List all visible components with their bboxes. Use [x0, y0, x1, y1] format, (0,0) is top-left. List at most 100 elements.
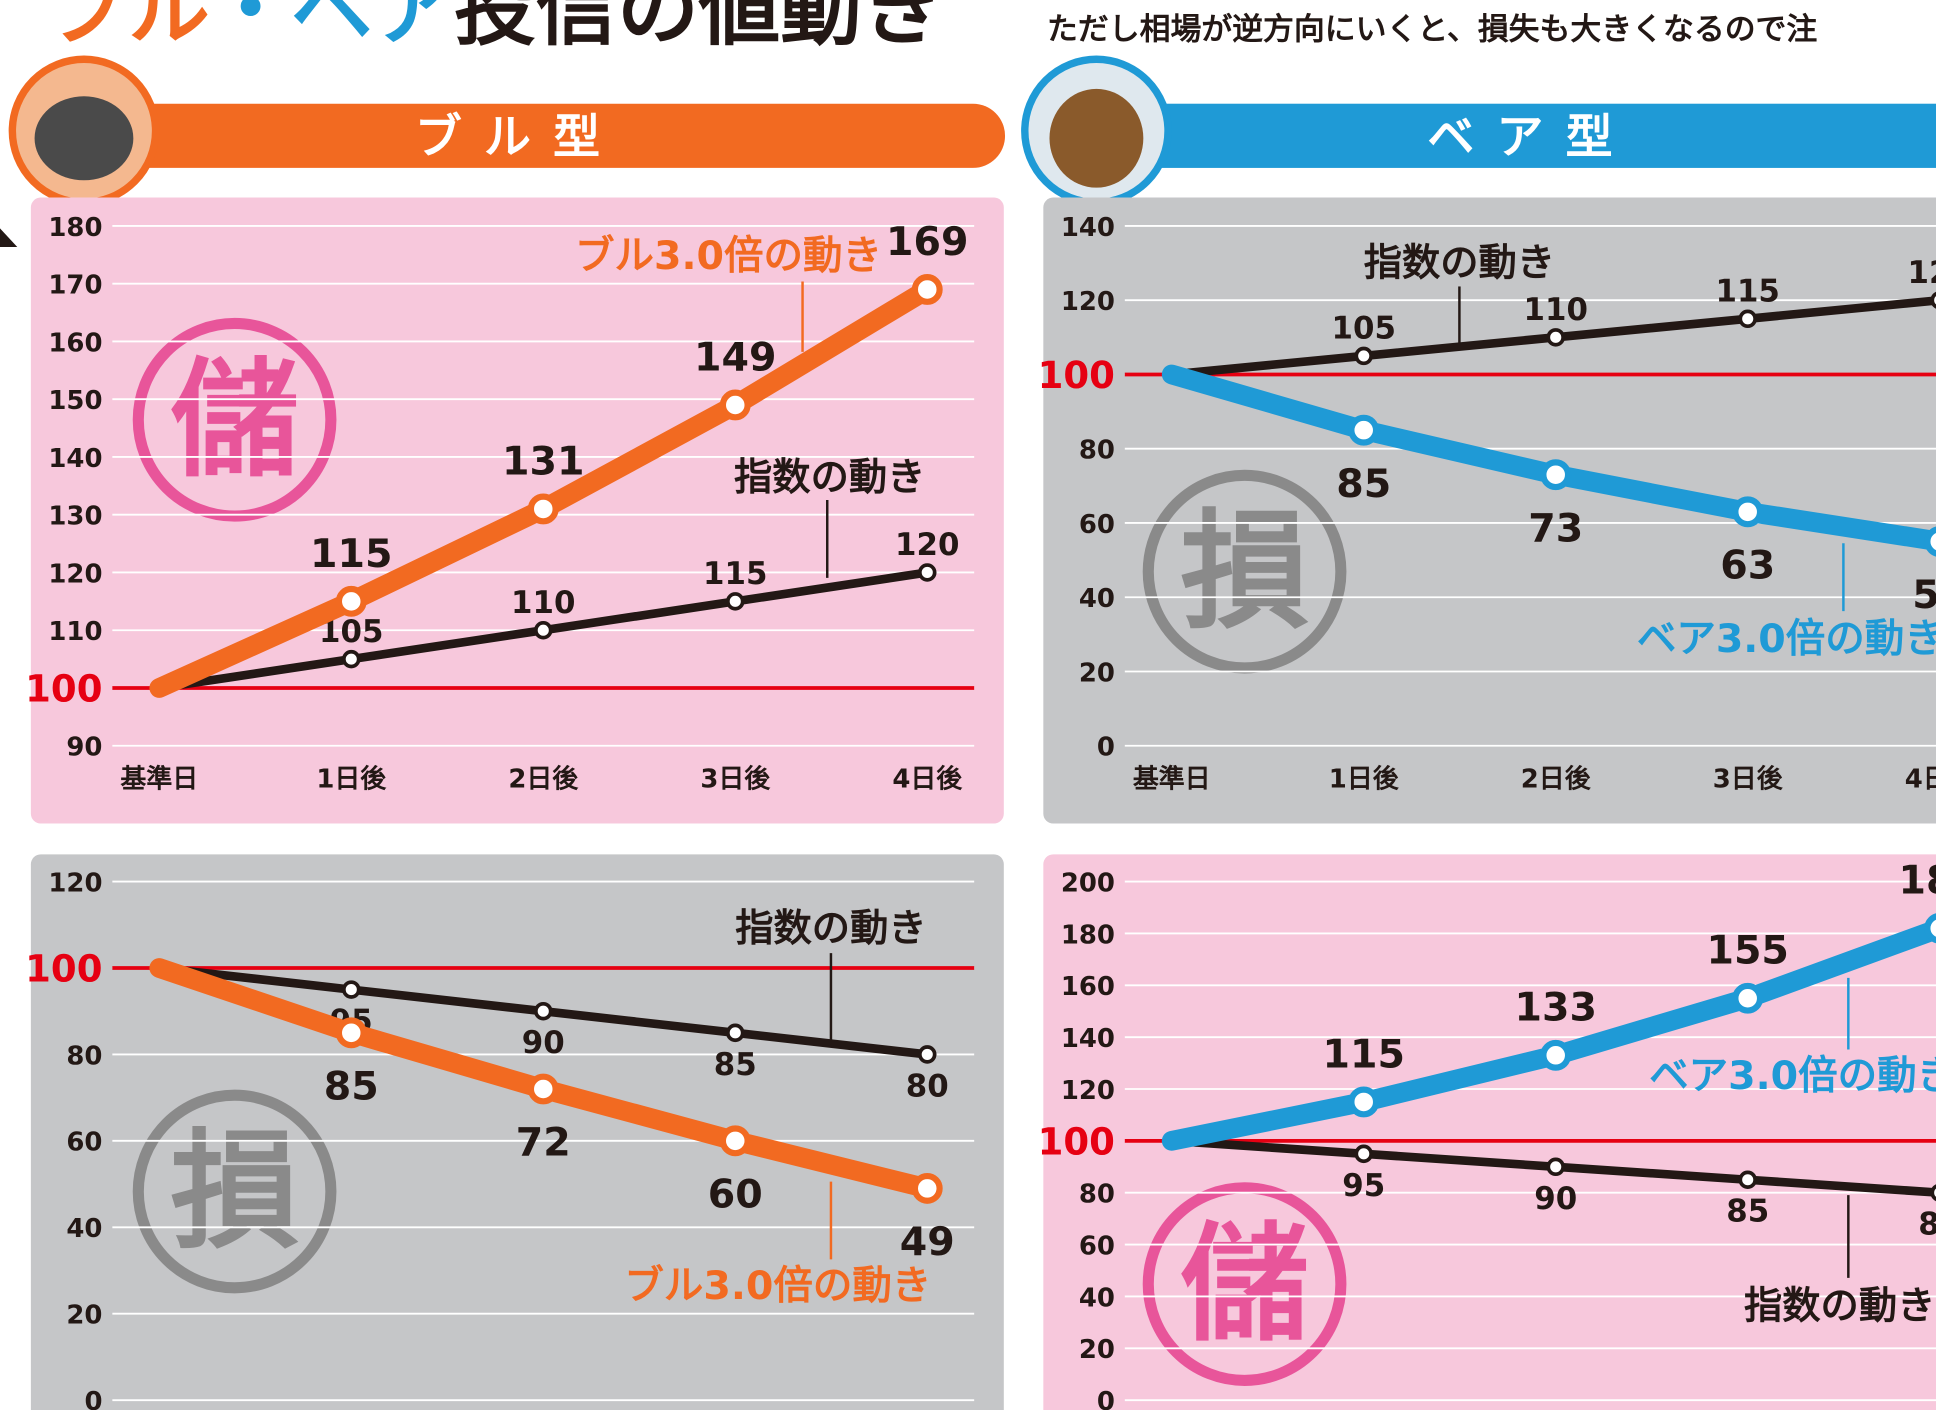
data-label: 115 [310, 531, 392, 577]
y-tick-label: 200 [1061, 868, 1115, 898]
marker [1348, 414, 1380, 446]
marker [1540, 1039, 1572, 1071]
marker [1738, 309, 1757, 329]
badge: 儲 [1180, 1211, 1308, 1360]
marker [1348, 1086, 1380, 1118]
y-tick-label: 180 [1061, 920, 1115, 950]
title-part: ・ [210, 0, 291, 57]
x-tick-label: 1日後 [1329, 765, 1400, 795]
y-tick-label: 140 [48, 444, 102, 474]
data-label: 80 [1918, 1207, 1936, 1243]
marker [911, 1172, 943, 1204]
bear-banner [1123, 103, 1936, 168]
marker [1546, 1157, 1565, 1177]
marker [1354, 1144, 1373, 1164]
data-label: 149 [694, 334, 776, 380]
y-tick-label: 140 [1061, 1024, 1115, 1054]
data-label: 85 [714, 1047, 757, 1083]
marker [1930, 1184, 1936, 1202]
marker [1354, 346, 1373, 366]
y-tick-label: 80 [1079, 1180, 1115, 1210]
y-tick-label: 0 [1097, 733, 1115, 763]
badge-ring [132, 1089, 337, 1294]
marker [726, 1023, 745, 1043]
y-tick-label: 100 [25, 948, 102, 991]
data-label: 95 [1342, 1168, 1385, 1204]
title-part: 投信の値動き [454, 0, 943, 57]
y-tick-label: 60 [1079, 1231, 1115, 1261]
y-tick-label: 180 [48, 213, 102, 243]
data-label: 60 [708, 1172, 763, 1218]
x-tick-label: 3日後 [1713, 765, 1784, 795]
x-tick-label: 1日後 [316, 765, 387, 795]
x-tick-label: 2日後 [508, 765, 579, 795]
data-label: 49 [900, 1219, 955, 1265]
data-label: 72 [516, 1120, 571, 1166]
data-label: 182 [1898, 858, 1936, 904]
data-label: 115 [1715, 273, 1779, 309]
marker [335, 1017, 367, 1049]
title: ブル・ベア投信の値動き [47, 0, 943, 57]
y-tick-label: 60 [1079, 510, 1115, 540]
bull-banner [111, 103, 1006, 168]
y-tick-label: 80 [66, 1041, 102, 1071]
y-tick-label: 20 [1079, 658, 1115, 688]
y-tick-label: 120 [48, 559, 102, 589]
title-part: ベア [291, 0, 454, 57]
marker [917, 563, 937, 582]
badge: 儲 [170, 346, 298, 495]
data-label: 133 [1514, 985, 1596, 1031]
data-label: 63 [1720, 543, 1775, 589]
marker [1732, 982, 1764, 1014]
marker [1738, 1170, 1757, 1190]
marker [911, 274, 943, 305]
data-label: 55 [1912, 572, 1936, 618]
marker [1546, 328, 1565, 347]
data-label: 120 [895, 527, 959, 563]
data-label: 105 [1332, 311, 1396, 347]
data-label: 73 [1528, 505, 1583, 551]
y-tick-label: 40 [1079, 584, 1115, 614]
y-tick-label: 120 [1061, 287, 1115, 317]
data-label: 120 [1907, 255, 1936, 291]
y-tick-label: 140 [1061, 213, 1115, 243]
y-tick-label: 20 [66, 1301, 102, 1331]
data-label: 85 [324, 1063, 379, 1109]
y-tick-label: 100 [25, 668, 102, 711]
y-tick-label: 90 [66, 733, 102, 763]
data-label: 110 [511, 585, 575, 621]
x-tick-label: 3日後 [700, 765, 771, 795]
y-tick-label: 0 [84, 1387, 102, 1410]
marker [1924, 526, 1936, 557]
panel [1043, 854, 1936, 1410]
marker [1930, 291, 1936, 309]
y-tick-label: 160 [48, 328, 102, 358]
y-tick-label: 0 [1097, 1387, 1115, 1410]
data-label: 90 [522, 1025, 565, 1061]
series-label: 指数の動き [735, 906, 926, 951]
x-tick-label: 4日後 [1905, 765, 1936, 795]
arrow-tip [0, 228, 18, 247]
data-label: 90 [1534, 1181, 1577, 1217]
series-label: 指数の動き [1364, 240, 1555, 285]
y-tick-label: 160 [1061, 972, 1115, 1002]
series-label: ベア3.0倍の動き [1649, 1053, 1936, 1099]
badge-ring [1142, 1182, 1347, 1386]
marker [1540, 459, 1572, 491]
data-label: 115 [1322, 1031, 1404, 1077]
badge-ring [1142, 469, 1347, 674]
bull-icon-head [34, 96, 134, 181]
data-label: 155 [1706, 928, 1788, 974]
y-tick-label: 60 [66, 1128, 102, 1158]
y-tick-label: 100 [1038, 1120, 1115, 1163]
marker [719, 389, 751, 421]
marker [534, 1001, 553, 1021]
x-tick-label: 4日後 [892, 765, 963, 795]
marker [719, 1125, 751, 1157]
series-label: 指数の動き [1744, 1284, 1935, 1329]
y-tick-label: 110 [48, 617, 102, 647]
y-tick-label: 170 [48, 271, 102, 301]
series-label: ベア3.0倍の動き [1637, 616, 1936, 662]
